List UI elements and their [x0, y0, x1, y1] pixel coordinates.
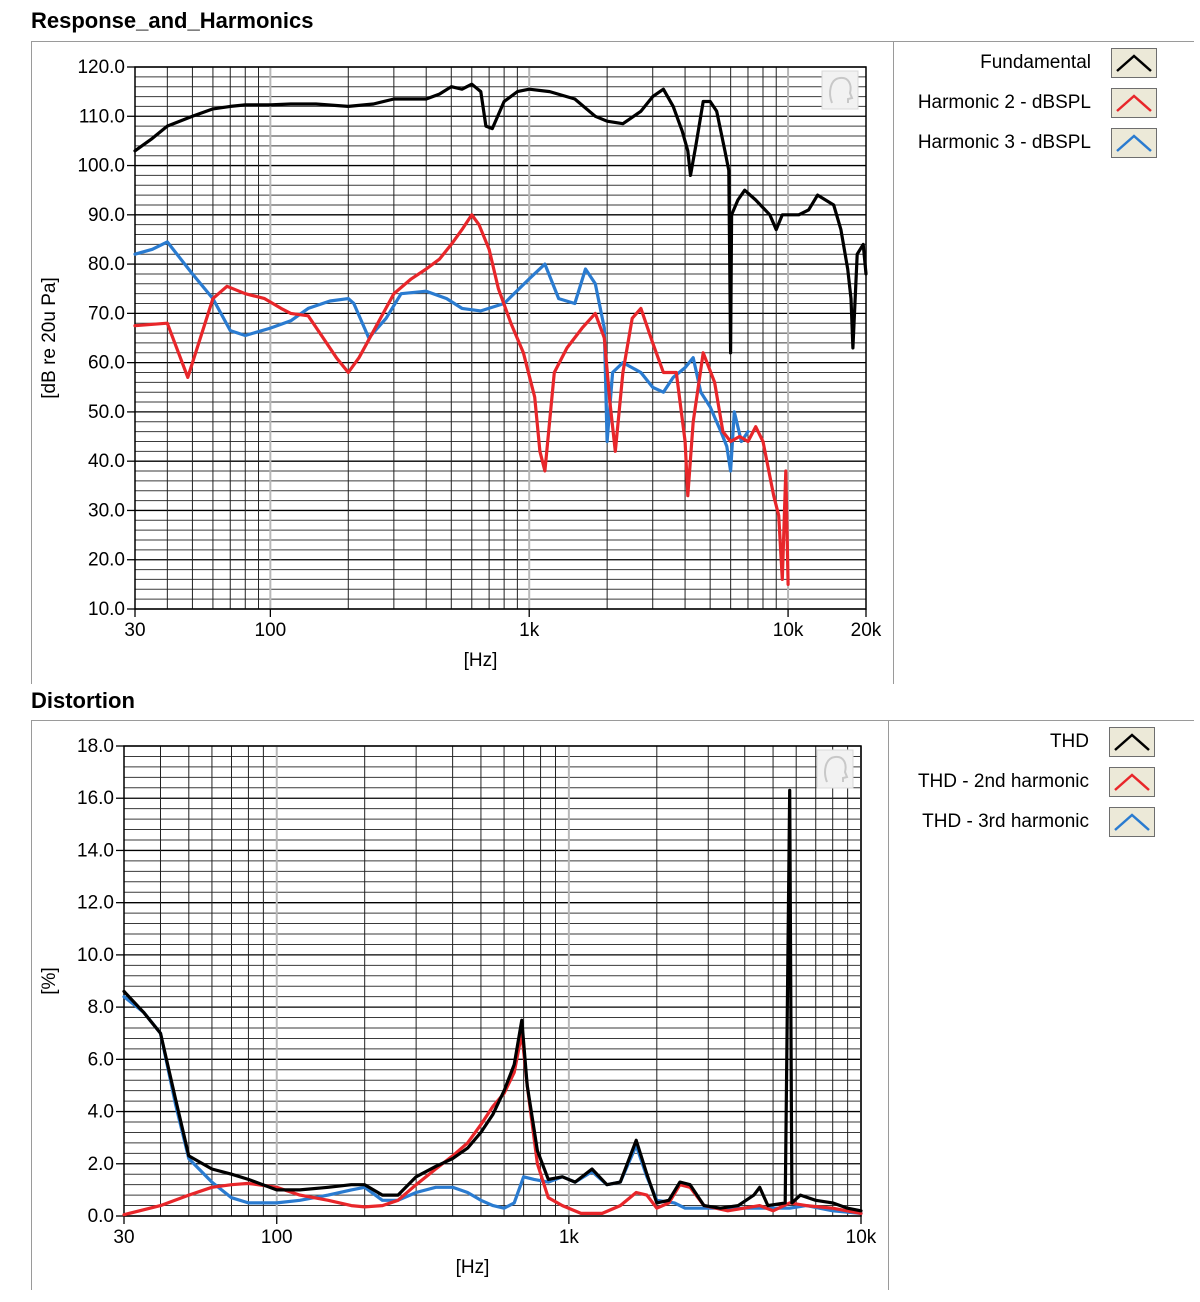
legend-line-icon	[1116, 54, 1152, 72]
legend-line-icon	[1116, 134, 1152, 152]
legend-line-mark	[1114, 773, 1150, 791]
y-tick-label: 80.0	[88, 254, 125, 275]
y-tick-label: 10.0	[77, 945, 114, 966]
x-tick-label: 100	[261, 1227, 293, 1248]
chart-title-response: Response_and_Harmonics	[31, 8, 314, 33]
legend-item: THD - 2nd harmonic	[918, 765, 1155, 799]
y-tick-label: 60.0	[88, 353, 125, 374]
y-axis-label: [%]	[39, 967, 60, 994]
legend-line-mark	[1114, 733, 1150, 751]
legend-item: Harmonic 2 - dBSPL	[918, 86, 1157, 120]
legend-swatch[interactable]	[1109, 807, 1155, 837]
y-tick-label: 100.0	[77, 156, 125, 177]
legend-line-mark	[1116, 134, 1152, 152]
x-axis-label: [Hz]	[456, 1257, 490, 1278]
frame-left-response	[31, 41, 32, 684]
y-tick-label: 20.0	[88, 550, 125, 571]
y-tick-label: 2.0	[88, 1154, 114, 1175]
y-axis-label: [dB re 20u Pa]	[39, 277, 60, 398]
series-line-fundamental	[133, 82, 868, 355]
frame-left-distortion	[31, 720, 32, 1290]
y-tick-label: 12.0	[77, 893, 114, 914]
chart-response-and-harmonics: 10.0 20.0 30.0 40.0 50.0 60.0 70.0 80.0 90.0 100.…	[39, 57, 882, 671]
legend-swatch[interactable]	[1109, 767, 1155, 797]
legend-label: THD	[1049, 731, 1089, 752]
legend-response: Fundamental Harmonic 2 - dBSPL Harmonic 3 …	[895, 46, 1157, 176]
legend-item: THD - 3rd harmonic	[922, 805, 1155, 839]
legend-item: THD	[1050, 725, 1155, 759]
y-tick-label: 110.0	[79, 106, 125, 127]
y-tick-label: 8.0	[88, 997, 114, 1018]
x-tick-label: 20k	[851, 620, 882, 641]
legend-label: Harmonic 3 - dBSPL	[917, 132, 1091, 153]
divider-response	[893, 41, 894, 684]
legend-label: Fundamental	[980, 52, 1091, 73]
y-tick-label: 0.0	[88, 1206, 114, 1227]
watermark-frame	[821, 70, 859, 110]
chart-distortion: 0.0 2.0 4.0 6.0 8.0 10.0 12.0 14.0 16.0 18.0 30 100…	[39, 736, 877, 1278]
plot-frame	[123, 745, 862, 1217]
y-tick-label: 50.0	[88, 402, 125, 423]
series-line-harmonic-2-dbspl	[133, 213, 790, 587]
chart-title-distortion: Distortion	[31, 688, 135, 713]
x-tick-label: 30	[113, 1227, 134, 1248]
legend-line-mark	[1114, 813, 1150, 831]
y-tick-label: 6.0	[88, 1049, 114, 1070]
legend-line-icon	[1114, 773, 1150, 791]
y-tick-label: 4.0	[88, 1102, 114, 1123]
legend-line-icon	[1114, 813, 1150, 831]
legend-swatch[interactable]	[1111, 128, 1157, 158]
x-tick-label: 10k	[846, 1227, 877, 1248]
legend-swatch[interactable]	[1111, 48, 1157, 78]
legend-swatch[interactable]	[1111, 88, 1157, 118]
watermark-icon	[821, 70, 859, 110]
legend-distortion: THD THD - 2nd harmonic THD - 3rd harmonic	[890, 725, 1155, 855]
y-tick-label: 18.0	[77, 736, 114, 757]
series-line-thd-2nd-harmonic	[122, 1031, 863, 1217]
legend-line-icon	[1116, 94, 1152, 112]
series-line-thd	[122, 788, 863, 1213]
watermark-head	[829, 76, 854, 104]
y-tick-label: 14.0	[77, 840, 114, 861]
y-tick-label: 70.0	[88, 303, 125, 324]
legend-item: Harmonic 3 - dBSPL	[918, 126, 1157, 160]
legend-line-mark	[1116, 94, 1152, 112]
watermark-frame	[816, 749, 854, 789]
y-tick-label: 120.0	[77, 57, 125, 78]
legend-line-icon	[1114, 733, 1150, 751]
watermark-icon	[816, 749, 854, 789]
title-rule-distortion	[31, 720, 1194, 721]
x-tick-label: 100	[255, 620, 287, 641]
legend-item: Fundamental	[980, 46, 1157, 80]
x-axis-label: [Hz]	[464, 650, 498, 671]
y-tick-label: 16.0	[77, 788, 114, 809]
y-tick-label: 10.0	[88, 599, 125, 620]
series-line-thd-3rd-harmonic	[122, 995, 863, 1216]
watermark-head	[824, 755, 849, 783]
x-tick-label: 30	[124, 620, 145, 641]
title-rule-response	[31, 41, 1194, 42]
legend-label: Harmonic 2 - dBSPL	[917, 92, 1091, 113]
y-tick-label: 40.0	[88, 451, 125, 472]
divider-distortion	[888, 720, 889, 1290]
legend-line-mark	[1116, 54, 1152, 72]
legend-label: THD - 2nd harmonic	[917, 771, 1089, 792]
plot-frame	[134, 66, 867, 610]
x-tick-label: 1k	[519, 620, 540, 641]
x-tick-label: 1k	[559, 1227, 580, 1248]
legend-swatch[interactable]	[1109, 727, 1155, 757]
y-tick-label: 30.0	[88, 500, 125, 521]
x-tick-label: 10k	[773, 620, 804, 641]
legend-label: THD - 3rd harmonic	[922, 811, 1089, 832]
y-tick-label: 90.0	[88, 205, 125, 226]
